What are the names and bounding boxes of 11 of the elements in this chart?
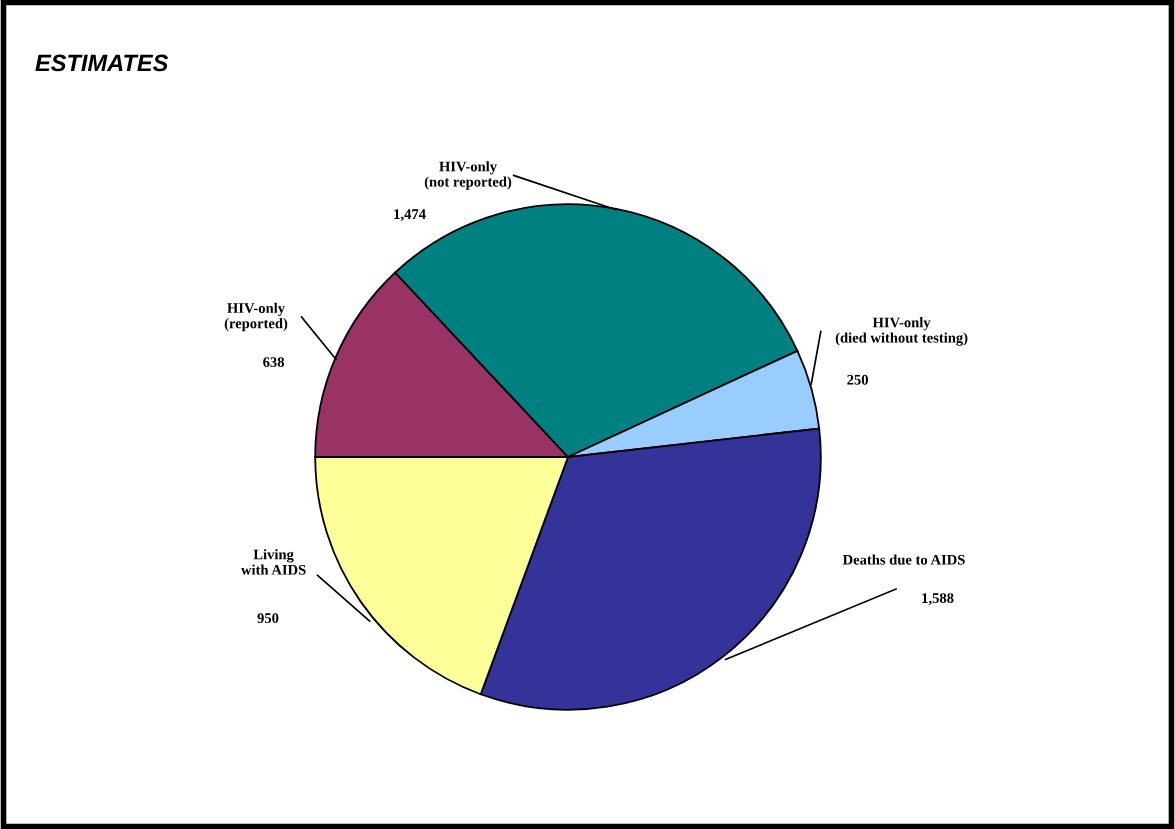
- data-label: 1,588: [922, 593, 954, 606]
- data-label: 638: [263, 357, 285, 368]
- slice-label: HIV-only (died without testing): [835, 317, 968, 346]
- slice-label: Living with AIDS: [241, 549, 306, 575]
- data-label: 250: [847, 374, 868, 385]
- data-label: 950: [257, 613, 279, 624]
- slice-label: HIV-only (not reported): [424, 161, 512, 190]
- data-label: 1,474: [394, 209, 426, 222]
- slice-label: Deaths due to AIDS: [842, 554, 965, 565]
- chart-title: ESTIMATES: [35, 54, 169, 72]
- slice-label: HIV-only (reported): [224, 302, 288, 332]
